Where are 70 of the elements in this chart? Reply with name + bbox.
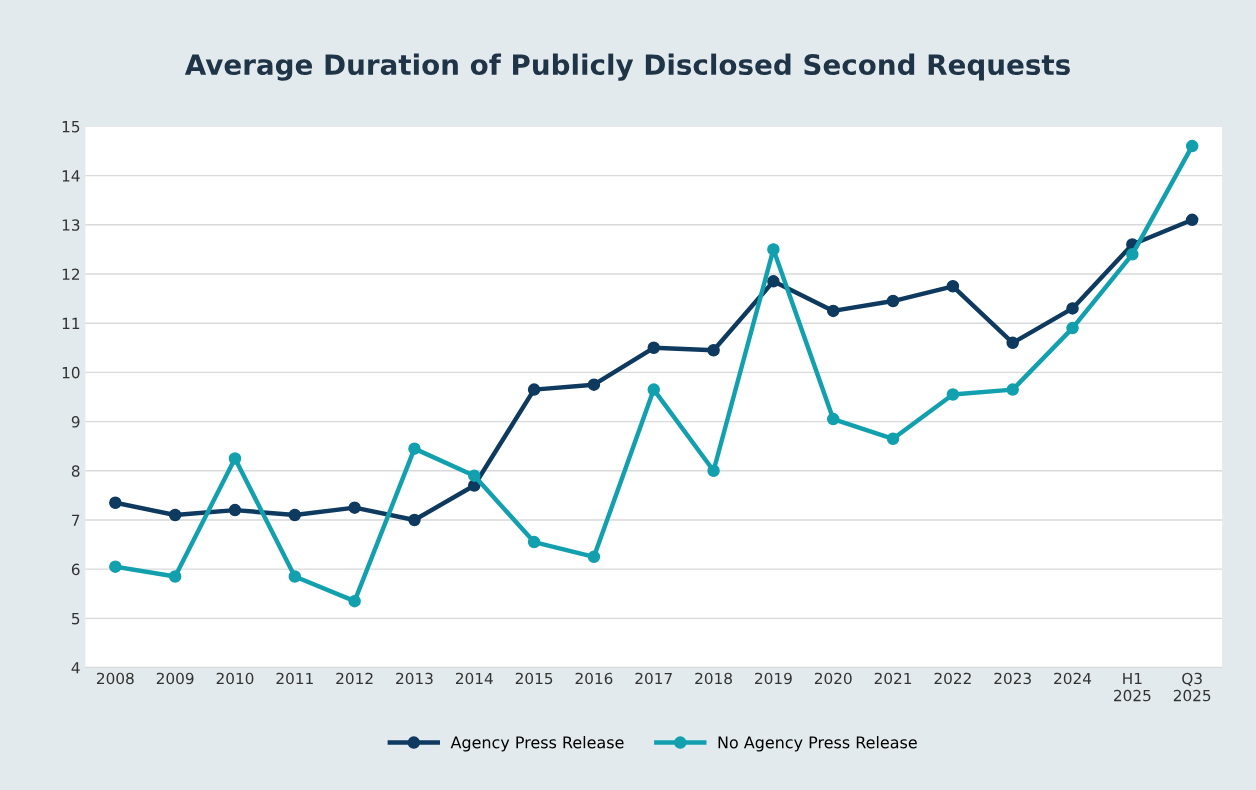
point — [348, 594, 361, 608]
y-tick-label: 8 — [71, 465, 80, 477]
point — [1066, 302, 1079, 315]
point — [886, 432, 900, 446]
x-tick-label: 2021 — [874, 672, 912, 685]
point — [408, 442, 421, 455]
point — [647, 383, 660, 396]
point — [707, 464, 720, 478]
point — [109, 560, 122, 573]
x-tick-label: 2013 — [396, 672, 433, 685]
point — [168, 508, 182, 522]
y-tick-label: 14 — [62, 170, 80, 182]
point — [946, 280, 960, 293]
point — [1185, 139, 1199, 153]
point — [109, 496, 122, 509]
point — [527, 535, 541, 549]
point — [826, 412, 840, 426]
point — [288, 570, 302, 583]
point — [1006, 383, 1019, 396]
y-tick-label: 7 — [72, 514, 80, 526]
x-tick-label: 2016 — [575, 672, 613, 685]
x-tick-label: 2019 — [755, 672, 792, 685]
y-tick-label: 11 — [62, 317, 80, 329]
point — [826, 304, 840, 318]
x-tick-label: 2011 — [276, 672, 313, 685]
x-tick-label: 2023 — [994, 672, 1031, 685]
point — [1126, 248, 1139, 261]
point — [228, 503, 242, 517]
point — [767, 243, 780, 256]
y-tick-label: 10 — [62, 366, 80, 379]
x-tick-label: 2009 — [156, 672, 194, 685]
point — [168, 570, 182, 583]
point — [707, 343, 720, 357]
y-tick-label: 6 — [71, 563, 80, 576]
x-tick-label: H1 2025 — [1114, 672, 1151, 702]
legend-label: No Agency Press Release — [718, 736, 917, 752]
y-tick-label: 4 — [71, 662, 80, 674]
x-tick-label: 2014 — [455, 672, 493, 685]
x-tick-label: 2008 — [97, 672, 134, 685]
chart-title: Average Duration of Publicly Disclosed Second Requests — [184, 53, 1070, 81]
point — [886, 294, 900, 308]
y-tick-label: 13 — [62, 219, 80, 231]
x-tick-label: Q3 2025 — [1173, 672, 1211, 702]
y-tick-label: 15 — [62, 121, 80, 133]
point — [767, 275, 780, 288]
y-tick-label: 9 — [71, 416, 80, 428]
x-tick-label: 2018 — [695, 672, 732, 685]
point — [1066, 321, 1079, 335]
x-tick-label: 2024 — [1054, 672, 1092, 685]
point — [527, 383, 541, 396]
point — [1006, 336, 1019, 350]
point — [348, 501, 361, 514]
point — [647, 341, 660, 355]
point — [587, 550, 601, 564]
y-tick-label: 5 — [72, 613, 80, 625]
x-tick-label: 2010 — [216, 672, 254, 685]
point — [946, 388, 960, 401]
point — [408, 513, 421, 527]
point — [228, 452, 242, 465]
point — [587, 378, 601, 391]
y-tick-label: 12 — [62, 268, 80, 280]
x-tick-label: 2020 — [814, 672, 852, 685]
x-tick-label: 2015 — [515, 672, 553, 685]
x-tick-label: 2017 — [635, 672, 672, 685]
legend-label: Agency Press Release — [450, 736, 624, 752]
x-tick-label: 2022 — [934, 672, 971, 685]
point — [288, 508, 302, 522]
point — [468, 469, 481, 482]
point — [1185, 213, 1199, 227]
x-tick-label: 2012 — [336, 672, 373, 685]
